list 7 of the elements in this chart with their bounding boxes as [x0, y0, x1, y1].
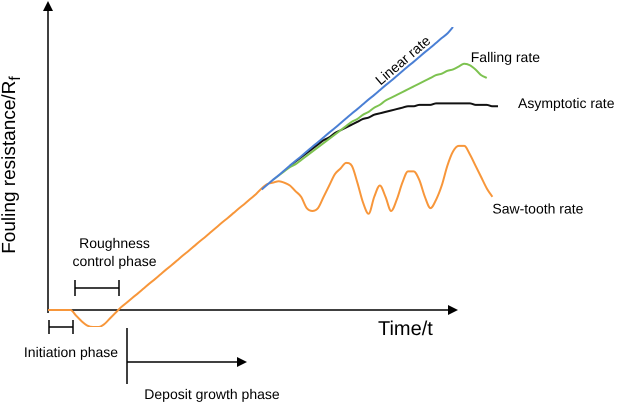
- text: Initiation phase: [22, 343, 120, 361]
- annotation: Roughness control phase: [71, 234, 158, 270]
- series-label: Falling rate: [470, 48, 540, 65]
- text: Deposit growth phase: [143, 385, 281, 403]
- series-label: Saw-tooth rate: [492, 200, 584, 217]
- x-axis-title: Time/t: [378, 318, 433, 341]
- series-label: Asymptotic rate: [518, 95, 615, 112]
